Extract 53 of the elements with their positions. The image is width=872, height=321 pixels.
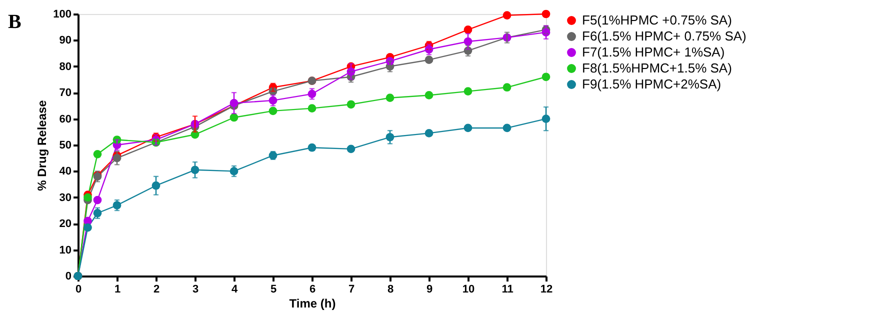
point: [424, 56, 434, 64]
point: [84, 223, 92, 232]
x-tick-label: 6: [309, 284, 316, 296]
y-tick-label: 60: [59, 113, 72, 126]
x-tick-label: 8: [387, 284, 394, 296]
x-tick-label: 0: [75, 284, 82, 296]
x-tick-label: 11: [502, 284, 514, 296]
legend-label: F5(1%HPMC +0.75% SA): [582, 12, 732, 28]
point: [230, 113, 238, 122]
y-axis-title: % Drug Release: [35, 100, 50, 191]
point: [464, 87, 472, 96]
y-tick-label: 80: [59, 60, 72, 73]
legend-label: F7(1.5% HPMC+ 1%SA): [582, 44, 725, 60]
y-tick-label: 20: [59, 218, 72, 230]
x-tick-label: 12: [540, 284, 553, 296]
point: [268, 106, 278, 116]
y-tick-label: 0: [65, 270, 72, 282]
point: [308, 104, 316, 112]
x-tick-label: 4: [231, 284, 238, 296]
x-tick-label: 7: [348, 284, 355, 296]
y-tick-label: 50: [59, 140, 72, 152]
legend-label: F9(1.5% HPMC+2%SA): [582, 76, 722, 92]
point: [84, 193, 92, 202]
legend-label: F6(1.5% HPMC+ 0.75% SA): [582, 28, 746, 44]
text: B: [8, 11, 22, 33]
point: [502, 83, 512, 92]
point: [502, 124, 512, 132]
point: [386, 94, 394, 102]
y-tick-label: 30: [59, 192, 72, 204]
point: [542, 10, 550, 18]
x-tick-label: 10: [462, 284, 475, 296]
point: [424, 129, 434, 138]
point: [424, 91, 434, 100]
point: [93, 150, 102, 158]
point: [346, 144, 356, 154]
x-tick-label: 1: [114, 284, 121, 296]
x-tick-label: 3: [192, 284, 199, 296]
x-axis-title: Time (h): [289, 296, 336, 310]
y-tick-label: 10: [59, 244, 72, 256]
point: [464, 26, 472, 34]
y-tick-label: 70: [59, 87, 72, 100]
y-tick-label: 100: [53, 8, 72, 20]
y-tick-label: 40: [59, 166, 72, 178]
x-tick-label: 9: [426, 284, 433, 296]
point: [542, 72, 550, 82]
point: [502, 11, 512, 20]
x-tick-label: 5: [270, 284, 277, 296]
x-tick-label: 2: [153, 284, 160, 296]
point: [464, 124, 472, 132]
legend-label: F8(1.5%HPMC+1.5% SA): [582, 60, 732, 76]
y-tick-label: 90: [59, 34, 72, 47]
point: [346, 100, 356, 109]
point: [93, 196, 102, 204]
